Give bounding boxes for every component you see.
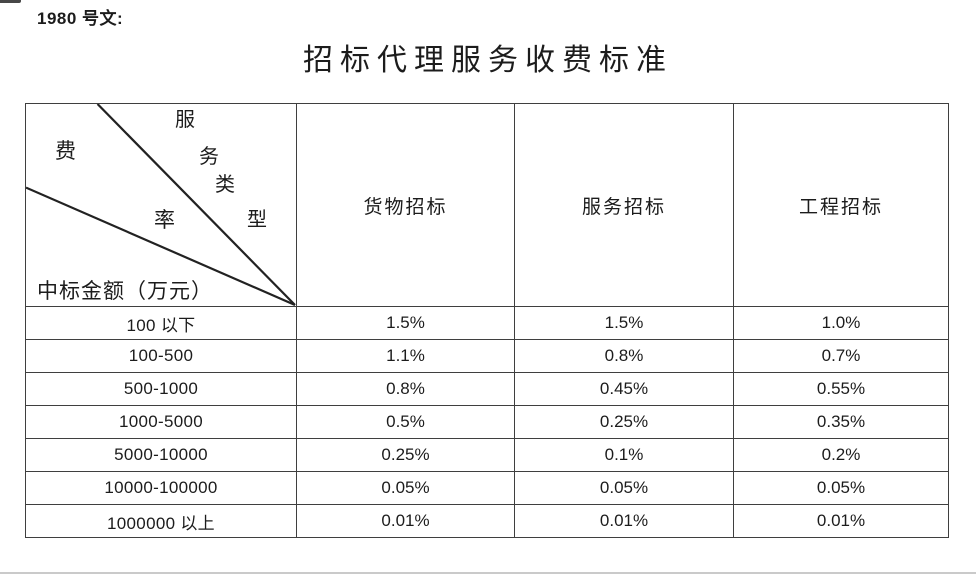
amount-range-cell: 5000-10000 — [25, 438, 297, 472]
fee-value-cell: 0.35% — [733, 405, 949, 439]
service-type-axis-char: 类 — [215, 174, 237, 196]
amount-range-cell: 100-500 — [25, 339, 297, 373]
table-row: 1000000 以上 0.01% 0.01% 0.01% — [25, 504, 949, 538]
scan-edge-artifact — [0, 0, 21, 3]
fee-rate-axis-char: 费 — [55, 139, 78, 163]
doc-number-label: 1980 号文: — [37, 9, 124, 28]
diagonal-divider-lines — [26, 104, 296, 306]
fee-standard-table: 服 务 类 型 费 率 中标金额（万元） 货物招标 服务招标 工程招标 100 … — [25, 103, 949, 538]
service-type-axis-char: 型 — [247, 209, 269, 231]
fee-value-cell: 0.25% — [514, 405, 734, 439]
table-row: 100 以下 1.5% 1.5% 1.0% — [25, 306, 949, 340]
fee-rate-axis-char: 率 — [154, 208, 177, 232]
service-type-axis-char: 服 — [175, 109, 197, 131]
amount-range-cell: 100 以下 — [25, 306, 297, 340]
column-header-engineering: 工程招标 — [733, 103, 949, 307]
fee-value-cell: 0.8% — [514, 339, 734, 373]
fee-value-cell: 0.05% — [514, 471, 734, 505]
table-header-row: 服 务 类 型 费 率 中标金额（万元） 货物招标 服务招标 工程招标 — [25, 103, 949, 307]
service-type-axis-char: 务 — [199, 146, 221, 168]
table-row: 5000-10000 0.25% 0.1% 0.2% — [25, 438, 949, 472]
fee-value-cell: 1.5% — [514, 306, 734, 340]
diagonal-header-cell: 服 务 类 型 费 率 中标金额（万元） — [25, 103, 297, 307]
table-row: 500-1000 0.8% 0.45% 0.55% — [25, 372, 949, 406]
fee-value-cell: 0.01% — [296, 504, 515, 538]
fee-value-cell: 1.1% — [296, 339, 515, 373]
fee-value-cell: 0.05% — [733, 471, 949, 505]
fee-value-cell: 0.2% — [733, 438, 949, 472]
page-title: 招标代理服务收费标准 — [303, 44, 673, 77]
table-row: 100-500 1.1% 0.8% 0.7% — [25, 339, 949, 373]
amount-range-cell: 1000000 以上 — [25, 504, 297, 538]
fee-value-cell: 0.1% — [514, 438, 734, 472]
fee-value-cell: 0.25% — [296, 438, 515, 472]
amount-range-cell: 500-1000 — [25, 372, 297, 406]
column-header-goods: 货物招标 — [296, 103, 515, 307]
fee-value-cell: 1.5% — [296, 306, 515, 340]
fee-value-cell: 0.05% — [296, 471, 515, 505]
fee-value-cell: 0.45% — [514, 372, 734, 406]
fee-value-cell: 0.01% — [733, 504, 949, 538]
amount-range-cell: 1000-5000 — [25, 405, 297, 439]
fee-value-cell: 0.55% — [733, 372, 949, 406]
table-row: 10000-100000 0.05% 0.05% 0.05% — [25, 471, 949, 505]
fee-value-cell: 0.8% — [296, 372, 515, 406]
column-header-services: 服务招标 — [514, 103, 734, 307]
amount-range-cell: 10000-100000 — [25, 471, 297, 505]
fee-value-cell: 0.7% — [733, 339, 949, 373]
row-axis-label: 中标金额（万元） — [37, 279, 213, 303]
fee-value-cell: 0.5% — [296, 405, 515, 439]
page-edge-line — [0, 572, 976, 574]
table-row: 1000-5000 0.5% 0.25% 0.35% — [25, 405, 949, 439]
fee-value-cell: 0.01% — [514, 504, 734, 538]
fee-value-cell: 1.0% — [733, 306, 949, 340]
